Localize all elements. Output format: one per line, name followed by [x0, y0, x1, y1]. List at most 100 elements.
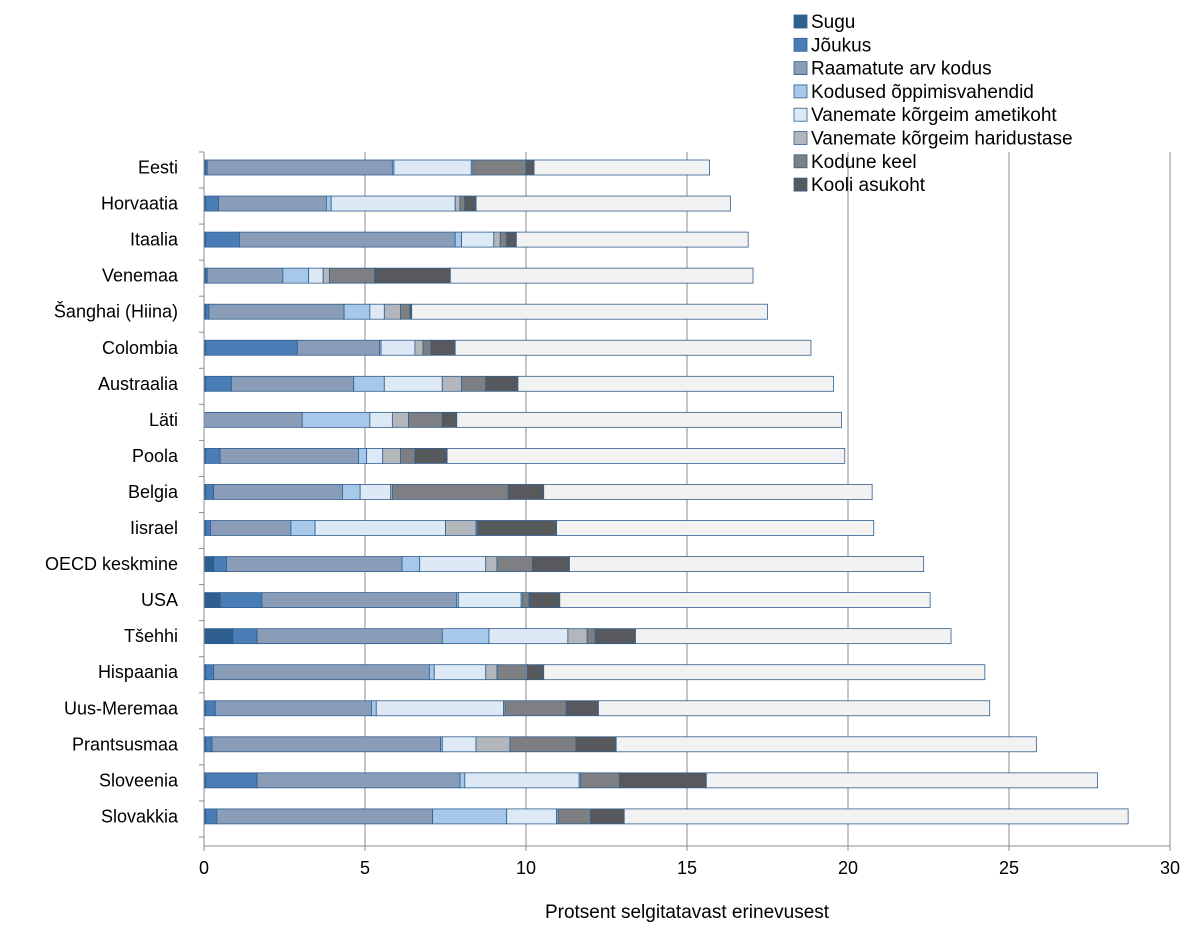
bar-segment-4-19	[432, 808, 508, 825]
x-tick-label-5: 5	[360, 858, 370, 878]
bar-segment-4-15	[428, 664, 435, 681]
category-label-10: Belgia	[128, 482, 179, 502]
bars	[203, 159, 1129, 825]
category-labels: Eesti Horvaatia Itaalia Venemaa Šanghai (Hii…	[45, 158, 179, 827]
bar-segment-5-7	[383, 375, 443, 392]
bar-segment-9-18	[705, 772, 1098, 789]
bar-segment-9-5	[411, 303, 768, 320]
legend-swatch-4	[793, 84, 808, 99]
category-label-13: USA	[141, 590, 178, 610]
x-tick-label-10: 10	[516, 858, 536, 878]
bar-segment-5-5	[369, 303, 385, 320]
bar-segment-6-15	[485, 664, 498, 681]
bar-segment-7-17	[509, 736, 577, 753]
bar-segment-6-4	[322, 267, 330, 284]
category-label-5: Šanghai (Hiina)	[54, 301, 178, 322]
bar-segment-9-11	[556, 520, 875, 536]
bar-segment-9-1	[533, 159, 710, 176]
bar-segment-6-3	[493, 231, 501, 248]
category-label-14: Tšehhi	[124, 626, 178, 646]
legend-swatch-2	[793, 37, 808, 52]
x-tick-label-15: 15	[677, 858, 697, 878]
bar-segment-8-14	[594, 628, 636, 645]
bar-segment-6-5	[383, 303, 401, 320]
bar-segment-3-3	[239, 231, 456, 248]
bar-segment-2-17	[205, 736, 213, 753]
legend-label-7: Kodune keel	[811, 152, 917, 173]
bar-segment-3-16	[214, 700, 372, 717]
bar-segment-2-12	[213, 556, 227, 572]
bar-segment-3-12	[226, 556, 403, 572]
bar-segment-5-9	[366, 447, 384, 464]
x-tick-label-20: 20	[838, 858, 858, 878]
bar-segment-7-8	[408, 411, 443, 428]
bar-segment-7-2	[459, 195, 466, 212]
bar-segment-1-12	[203, 556, 215, 572]
bar-segment-8-4	[374, 267, 451, 284]
bar-segment-9-10	[543, 484, 873, 500]
bar-segment-8-17	[575, 736, 617, 753]
bar-segment-9-8	[456, 411, 842, 428]
bar-segment-4-11	[290, 520, 316, 536]
bar-segment-5-14	[488, 628, 569, 645]
bar-segment-7-19	[557, 808, 591, 825]
bar-segment-4-12	[401, 556, 421, 572]
bar-segment-8-18	[618, 772, 707, 789]
category-label-1: Eesti	[138, 158, 178, 178]
bar-segment-7-18	[580, 772, 620, 789]
bar-segment-9-3	[515, 231, 749, 248]
bar-segment-9-14	[635, 628, 952, 645]
bar-segment-7-4	[329, 267, 376, 284]
bar-segment-7-7	[461, 375, 487, 392]
bar-segment-8-12	[532, 556, 570, 572]
bar-segment-9-16	[598, 700, 991, 717]
bar-segment-7-9	[400, 447, 416, 464]
bar-segment-9-12	[569, 556, 925, 572]
category-label-7: Austraalia	[98, 374, 179, 394]
bar-segment-3-11	[210, 520, 292, 536]
legend-swatch-6	[793, 131, 808, 145]
bar-segment-2-19	[205, 808, 218, 825]
legend-swatch-3	[793, 61, 808, 75]
legend-swatch-7	[793, 154, 808, 169]
x-tick-labels: 0 5 10 15 20 25 30	[199, 858, 1180, 878]
bar-segment-6-9	[382, 447, 401, 464]
bar-segment-9-15	[543, 664, 986, 681]
bar-segment-7-12	[496, 556, 533, 572]
bar-segment-2-11	[205, 520, 211, 536]
bar-segment-5-11	[314, 520, 446, 536]
bar-segment-6-8	[391, 411, 409, 428]
bar-segment-7-1	[472, 159, 527, 176]
bar-segment-2-3	[205, 231, 240, 248]
bar-segment-2-14	[232, 628, 258, 645]
bar-segment-4-10	[342, 484, 361, 500]
bar-segment-5-2	[330, 195, 456, 212]
bar-segment-8-10	[507, 484, 545, 500]
bar-segment-5-15	[433, 664, 487, 681]
legend-swatch-8	[793, 177, 808, 192]
bar-segment-7-13	[522, 592, 530, 608]
bar-segment-6-14	[567, 628, 588, 645]
bar-segment-9-19	[623, 808, 1129, 825]
bar-segment-2-7	[205, 375, 232, 392]
bar-segment-3-2	[218, 195, 327, 212]
category-label-2: Horvaatia	[101, 194, 179, 214]
x-tick-label-30: 30	[1160, 858, 1180, 878]
bar-segment-7-3	[499, 231, 508, 248]
bar-segment-4-14	[441, 628, 490, 645]
category-label-16: Uus-Meremaa	[64, 698, 179, 718]
bar-segment-8-2	[464, 195, 477, 212]
bar-segment-2-6	[205, 339, 298, 356]
legend-label-5: Vanemate kõrgeim ametikoht	[811, 105, 1057, 126]
bar-segment-8-6	[430, 339, 456, 356]
legend-swatch-1	[793, 14, 808, 29]
bar-segment-8-7	[485, 375, 519, 392]
bar-segment-9-4	[449, 267, 754, 284]
category-label-4: Venemaa	[102, 266, 179, 286]
bar-segment-1-13	[203, 592, 221, 608]
bar-segment-5-1	[393, 159, 472, 176]
bar-segment-2-10	[205, 484, 215, 500]
bar-segment-8-3	[506, 231, 517, 248]
